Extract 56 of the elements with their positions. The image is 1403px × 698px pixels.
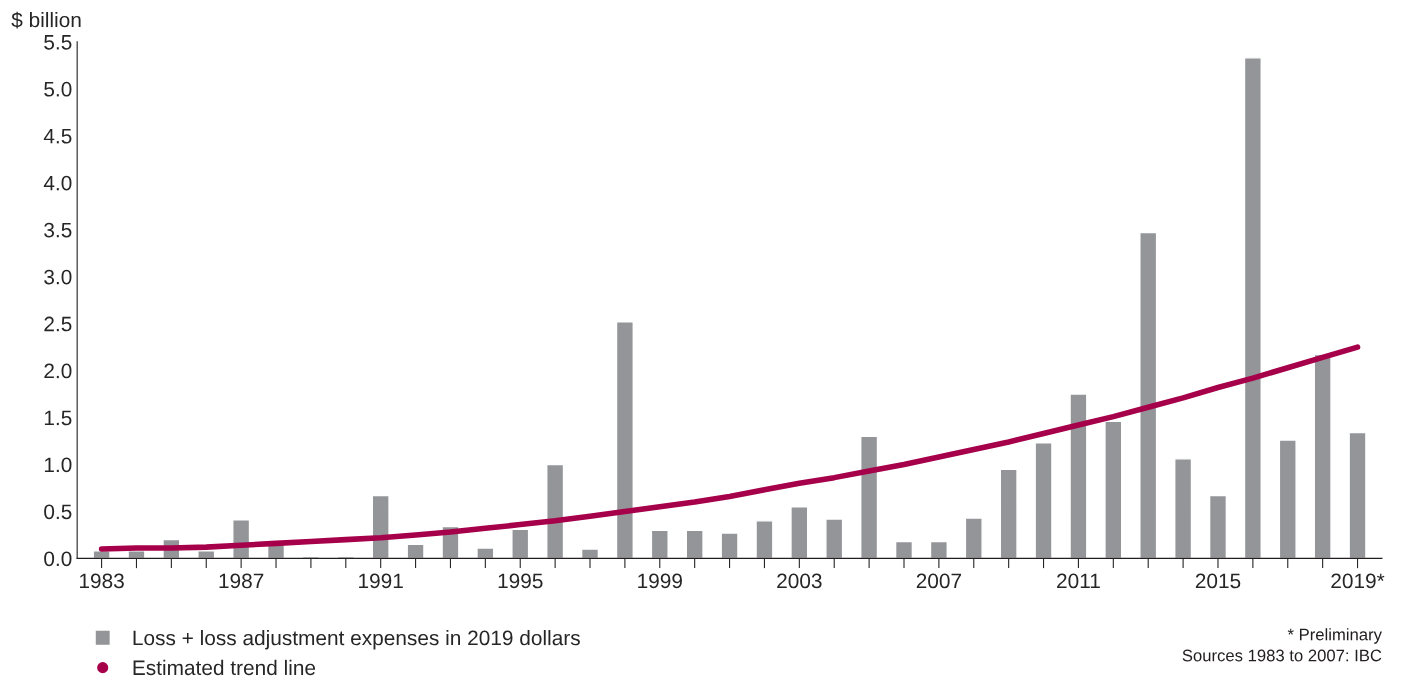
x-tick-label: 1995: [498, 573, 543, 589]
bar: [1034, 442, 1053, 559]
bar: [580, 548, 600, 559]
legend-label: Loss + loss adjustment expenses in 2019 dollars: [133, 629, 580, 650]
bar: [685, 529, 704, 559]
bar: [127, 550, 146, 559]
bar: [964, 517, 983, 559]
bar: [1348, 431, 1367, 559]
bar: [1139, 231, 1158, 559]
bar: [1278, 439, 1297, 559]
y-tick-label: 0.5: [44, 504, 72, 520]
bar: [1174, 458, 1193, 559]
bar: [755, 520, 774, 559]
bar: [894, 540, 914, 559]
bar: [1069, 393, 1088, 559]
bar: [720, 532, 739, 559]
y-tick-label: 0.0: [44, 551, 72, 567]
bar: [929, 540, 948, 559]
y-tick-label: 4.0: [43, 175, 72, 191]
bar: [406, 543, 425, 559]
x-tick-label: 1991: [359, 573, 403, 589]
x-tick-label: 2015: [1195, 573, 1241, 589]
x-tick-label: 2011: [1057, 573, 1100, 589]
y-tick-label: 5.0: [44, 81, 72, 97]
bar: [1208, 494, 1228, 559]
legend-label: Estimated trend line: [133, 659, 316, 676]
bar: [825, 518, 844, 559]
bar: [476, 547, 495, 559]
bar: [860, 435, 879, 559]
text: * Preliminary: [1287, 628, 1382, 644]
y-tick-label: 3.0: [44, 269, 72, 285]
bar: [1243, 57, 1262, 559]
x-tick-label: 1987: [219, 573, 264, 589]
bar: [650, 529, 669, 559]
y-tick-label: 2.5: [44, 316, 72, 332]
bar: [546, 463, 565, 559]
bar: [1104, 420, 1123, 559]
x-tick-label: 2019*: [1331, 573, 1385, 589]
y-axis-title: $ billion: [11, 11, 81, 29]
y-tick-label: 5.5: [44, 35, 72, 50]
y-tick-label: 2.0: [44, 363, 72, 379]
bar: [511, 528, 530, 559]
bar: [790, 506, 809, 559]
source-note: Sources 1983 to 2007: IBC: [1182, 649, 1382, 662]
x-tick-label: 1999: [638, 573, 682, 589]
bar: [1313, 353, 1332, 559]
bar: [615, 321, 634, 559]
x-tick-label: 2007: [916, 573, 962, 589]
bar: [197, 550, 216, 559]
y-tick-label: 1.5: [44, 410, 72, 426]
x-tick-label: 1983: [80, 573, 124, 589]
y-tick-label: 4.5: [43, 129, 72, 144]
x-tick-label: 2003: [777, 573, 822, 589]
y-tick-label: 3.5: [44, 222, 72, 238]
bar: [999, 468, 1018, 559]
y-tick-label: 1.0: [44, 457, 72, 473]
